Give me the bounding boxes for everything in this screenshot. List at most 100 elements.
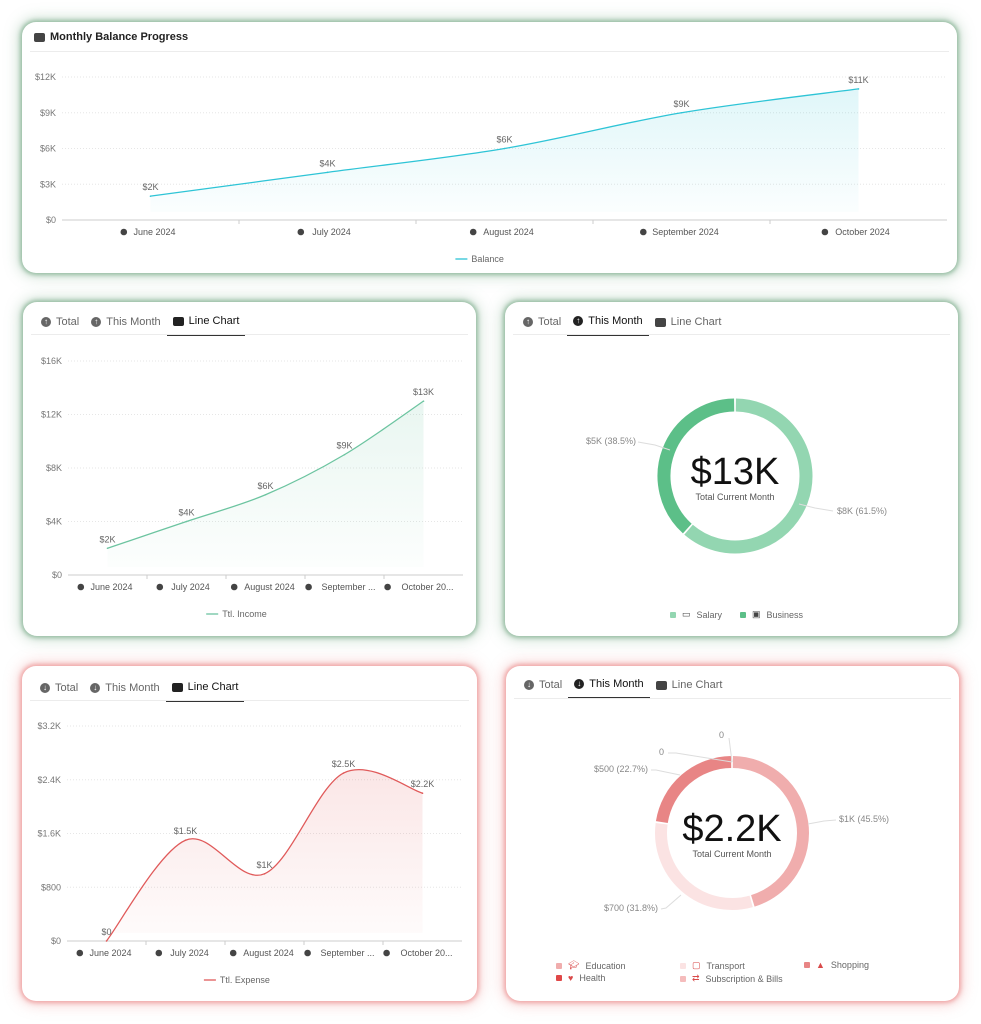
donut-slice[interactable] xyxy=(684,398,813,554)
clock-icon xyxy=(384,583,391,591)
legend-swatch xyxy=(556,975,562,981)
divider xyxy=(31,334,468,335)
divider xyxy=(514,698,951,699)
tab-line-chart[interactable]: Line Chart xyxy=(166,312,246,336)
data-point[interactable] xyxy=(422,400,425,402)
x-tick-label: June 2024 xyxy=(133,227,175,237)
tab-total[interactable]: ↑ Total xyxy=(35,312,85,336)
tab-this-month[interactable]: ↑ This Month xyxy=(85,312,166,336)
arrow-down-circle-icon: ↓ xyxy=(40,683,50,693)
data-label: $0 xyxy=(101,927,111,937)
legend-label[interactable]: Ttl. Expense xyxy=(220,975,270,985)
card-title: Monthly Balance Progress xyxy=(50,31,189,43)
divider xyxy=(30,700,469,701)
data-point[interactable] xyxy=(105,940,108,942)
data-label: $4K xyxy=(178,508,194,518)
y-tick-label: $6K xyxy=(40,144,56,154)
data-point[interactable] xyxy=(184,839,187,842)
x-tick-label: September 2024 xyxy=(652,227,719,237)
data-point[interactable] xyxy=(343,453,346,456)
legend-label: Shopping xyxy=(830,960,869,970)
data-label: $1.5K xyxy=(174,826,198,836)
data-point[interactable] xyxy=(680,111,683,114)
tab-label: Line Chart xyxy=(187,681,239,693)
arrow-up-circle-icon: ↑ xyxy=(41,317,51,327)
center-caption: Total Current Month xyxy=(695,492,775,502)
heart-pulse-icon: ♥ xyxy=(568,973,574,983)
y-tick-label: $0 xyxy=(51,936,61,946)
legend-item[interactable]: ⇄ Subscription & Bills xyxy=(680,973,783,984)
divider xyxy=(513,334,950,335)
y-tick-label: $0 xyxy=(46,215,56,225)
slice-label: 0 xyxy=(719,730,725,740)
donut-slice[interactable] xyxy=(655,756,732,824)
money-icon: ▭ xyxy=(682,609,691,619)
x-tick-label: July 2024 xyxy=(170,948,209,958)
line-chart-icon xyxy=(655,680,667,690)
data-point[interactable] xyxy=(503,147,506,150)
arrow-down-circle-icon: ↓ xyxy=(574,679,585,689)
leader-line xyxy=(660,894,682,910)
divider xyxy=(30,51,949,52)
legend-label[interactable]: Balance xyxy=(471,254,504,264)
y-tick-label: $4K xyxy=(46,517,62,527)
legend-item[interactable]: ▭ Salary xyxy=(670,609,722,620)
legend-item[interactable]: ♥ Health xyxy=(556,973,605,983)
x-tick-label: June 2024 xyxy=(90,582,132,592)
data-point[interactable] xyxy=(857,88,860,90)
tab-label: This Month xyxy=(106,316,161,328)
data-point[interactable] xyxy=(149,195,152,197)
legend-item[interactable]: ▣ Business xyxy=(740,609,803,620)
y-tick-label: $0 xyxy=(52,570,62,580)
y-tick-label: $800 xyxy=(41,882,61,892)
legend-item[interactable]: 🎓︎ Education xyxy=(556,960,625,971)
tab-label: Total xyxy=(538,316,562,328)
donut-slice[interactable] xyxy=(655,822,753,910)
data-label: $2.2K xyxy=(411,779,435,789)
center-total: $2.2K xyxy=(682,808,782,850)
tab-total[interactable]: ↓ Total xyxy=(34,678,84,702)
clock-icon xyxy=(305,583,312,591)
income-tabs: ↑ Total ↑ This Month Line Chart xyxy=(35,312,246,336)
y-tick-label: $1.6K xyxy=(37,829,61,839)
data-point[interactable] xyxy=(106,547,109,550)
tab-total[interactable]: ↓ Total xyxy=(518,675,568,699)
line-chart: $0 $3K $6K $9K $12K June 2024 July 2024 August … xyxy=(35,72,947,264)
tab-line-chart[interactable]: Line Chart xyxy=(165,678,245,702)
legend-label[interactable]: Ttl. Income xyxy=(222,609,267,619)
line-chart-icon xyxy=(34,32,45,42)
data-label: $2K xyxy=(142,182,158,192)
tab-label: Line Chart xyxy=(188,315,240,327)
slice-label: $700 (31.8%) xyxy=(603,903,658,913)
tab-this-month[interactable]: ↓ This Month xyxy=(84,678,165,702)
legend-label: Health xyxy=(579,973,606,983)
center-total: $13K xyxy=(690,451,780,493)
data-point[interactable] xyxy=(342,772,345,774)
data-point[interactable] xyxy=(185,520,188,523)
data-point[interactable] xyxy=(326,171,329,174)
x-tick-label: October 20... xyxy=(401,582,453,592)
tab-label: Total xyxy=(55,682,79,694)
clock-icon xyxy=(229,949,237,957)
leader-line xyxy=(807,819,837,825)
tab-this-month[interactable]: ↑ This Month xyxy=(567,312,649,336)
arrow-up-circle-icon: ↑ xyxy=(523,317,533,327)
donut-slice[interactable] xyxy=(657,398,735,534)
expense-tabs: ↓ Total ↓ This Month Line Chart xyxy=(34,678,245,702)
data-point[interactable] xyxy=(421,792,424,794)
tab-total[interactable]: ↑ Total xyxy=(517,312,567,336)
line-chart-icon xyxy=(172,316,184,326)
tab-line-chart[interactable]: Line Chart xyxy=(649,312,728,336)
legend-item[interactable]: ▢ Transport xyxy=(680,960,745,971)
donut-slice[interactable] xyxy=(732,756,809,907)
slice-label: $8K (61.5%) xyxy=(837,506,888,516)
data-point[interactable] xyxy=(264,493,267,496)
tab-line-chart[interactable]: Line Chart xyxy=(650,675,729,699)
y-tick-label: $3.2K xyxy=(37,721,61,731)
data-point[interactable] xyxy=(263,873,266,875)
x-tick-label: September ... xyxy=(321,582,375,592)
clock-icon xyxy=(120,228,128,236)
y-tick-label: $8K xyxy=(46,463,62,473)
clock-icon xyxy=(230,583,238,591)
legend-item[interactable]: ▲ Shopping xyxy=(804,960,869,970)
